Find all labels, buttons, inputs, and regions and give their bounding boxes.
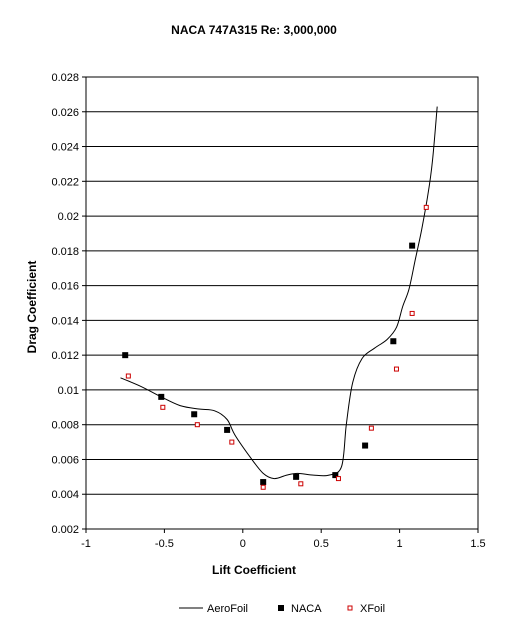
data-point-naca <box>260 479 267 486</box>
y-tick-label: 0.028 <box>51 72 79 84</box>
legend: AeroFoil NACA XFoil <box>179 603 385 615</box>
y-tick-label: 0.014 <box>51 315 79 327</box>
y-tick-label: 0.002 <box>51 524 79 536</box>
x-tick-label: 0 <box>240 538 246 550</box>
y-tick-label: 0.01 <box>58 385 79 397</box>
x-tick-label: -0.5 <box>155 538 174 550</box>
legend-label: XFoil <box>360 603 385 615</box>
legend-swatch-xfoil <box>347 605 353 611</box>
data-point-xfoil <box>260 484 266 490</box>
y-tick-label: 0.008 <box>51 420 79 432</box>
data-point-naca <box>332 472 339 479</box>
data-point-xfoil <box>409 310 415 316</box>
legend-swatch-naca <box>278 605 284 611</box>
plot-frame <box>85 76 479 530</box>
series-line-aerofoil <box>120 106 438 480</box>
data-point-xfoil <box>335 476 341 482</box>
legend-label: NACA <box>291 603 322 615</box>
y-axis-label: Drag Coefficient <box>25 261 39 354</box>
data-point-xfoil <box>125 373 131 379</box>
data-point-naca <box>191 411 198 418</box>
grid-lines <box>86 76 478 530</box>
y-tick-label: 0.026 <box>51 107 79 119</box>
data-point-naca <box>224 426 231 433</box>
data-point-xfoil <box>229 439 235 445</box>
x-tick-label: 0.5 <box>314 538 329 550</box>
y-tick-label: 0.024 <box>51 142 79 154</box>
data-point-naca <box>390 338 397 345</box>
x-tick-label: 1 <box>397 538 403 550</box>
y-tick-label: 0.006 <box>51 454 79 466</box>
y-tick-label: 0.016 <box>51 281 79 293</box>
data-point-xfoil <box>393 366 399 372</box>
data-point-xfoil <box>160 404 166 410</box>
y-tick-label: 0.018 <box>51 246 79 258</box>
data-point-naca <box>293 473 300 480</box>
axis-ticks: 0.002 0.004 0.006 0.008 0.01 0.012 0.014 0.016 0… <box>51 72 485 550</box>
chart-title: NACA 747A315 Re: 3,000,000 <box>171 23 337 37</box>
legend-label: AeroFoil <box>207 603 248 615</box>
y-tick-label: 0.02 <box>58 211 79 223</box>
data-point-xfoil <box>368 425 374 431</box>
data-point-naca <box>409 242 416 249</box>
data-point-xfoil <box>298 481 304 487</box>
y-tick-label: 0.004 <box>51 489 79 501</box>
data-point-naca <box>122 352 129 359</box>
y-tick-label: 0.012 <box>51 350 79 362</box>
x-axis-label: Lift Coefficient <box>212 563 296 577</box>
data-point-xfoil <box>194 422 200 428</box>
series-layer <box>120 106 438 490</box>
data-point-xfoil <box>423 204 429 210</box>
x-tick-label: 1.5 <box>470 538 485 550</box>
y-tick-label: 0.022 <box>51 176 79 188</box>
data-point-naca <box>362 442 369 449</box>
data-point-naca <box>158 393 165 400</box>
x-tick-label: -1 <box>81 538 91 550</box>
